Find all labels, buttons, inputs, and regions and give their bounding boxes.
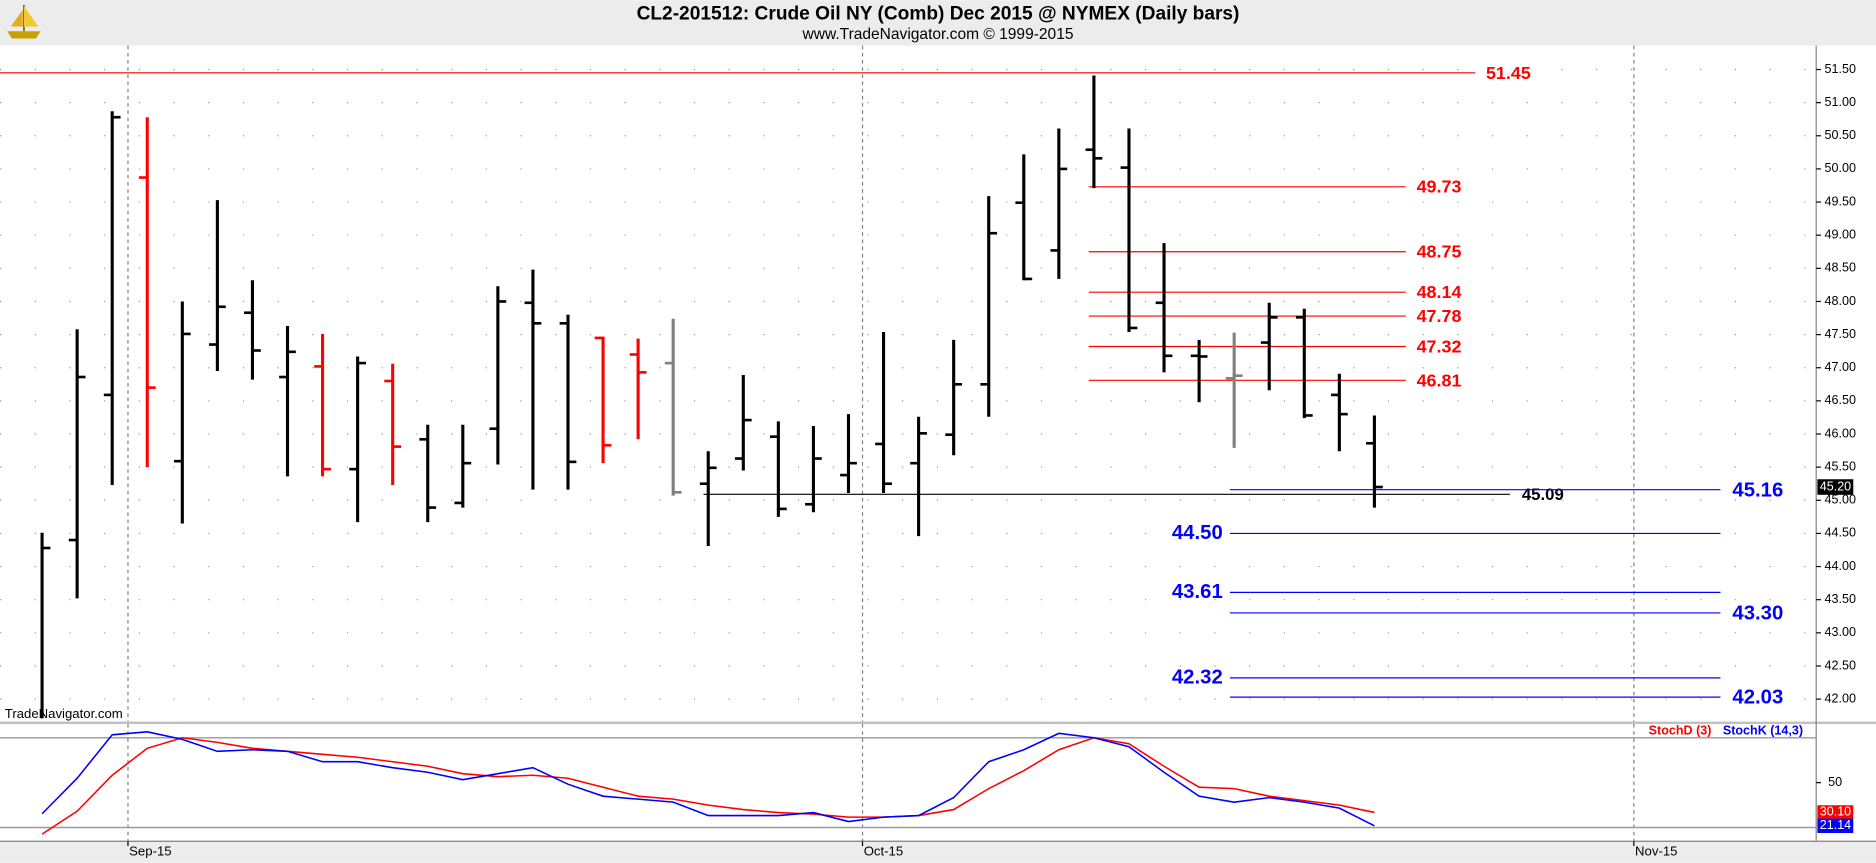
y-tick-label: 45.50: [1825, 459, 1856, 473]
level-label: 47.32: [1417, 336, 1462, 356]
last-value-label: 30.10: [1820, 805, 1851, 819]
y-tick-label: 50.00: [1825, 161, 1856, 175]
legend-entry: StochD (3): [1649, 724, 1712, 738]
level-label: 43.30: [1732, 603, 1783, 625]
last-price-box: [1817, 479, 1854, 495]
y-tick-label: 47.50: [1825, 327, 1856, 341]
level-label: 49.73: [1417, 177, 1462, 197]
last-price-label: 45.20: [1820, 479, 1851, 493]
level-label: 51.45: [1486, 63, 1531, 83]
level-label: 47.78: [1417, 306, 1462, 326]
legend-entry: StochK (14,3): [1723, 724, 1803, 738]
level-label: 48.14: [1417, 282, 1462, 302]
y-tick-label: 46.50: [1825, 393, 1856, 407]
y-tick-label: 51.00: [1825, 95, 1856, 109]
y-tick-label: 42.00: [1825, 691, 1856, 705]
stoch-panel: [0, 724, 1817, 842]
y-tick-label: 50: [1828, 775, 1842, 789]
y-tick-label: 44.50: [1825, 526, 1856, 540]
x-tick-label: Sep-15: [129, 844, 171, 859]
y-tick-label: 51.50: [1825, 62, 1856, 76]
y-tick-label: 47.00: [1825, 360, 1856, 374]
y-tick-label: 50.50: [1825, 128, 1856, 142]
y-tick-label: 44.00: [1825, 559, 1856, 573]
chart-title: CL2-201512: Crude Oil NY (Comb) Dec 2015…: [637, 4, 1240, 25]
last-value-box: [1817, 805, 1854, 820]
level-label: 43.61: [1172, 581, 1223, 603]
level-label: 42.03: [1732, 687, 1783, 709]
level-label: 48.75: [1417, 242, 1462, 262]
watermark: TradeNavigator.com: [5, 706, 123, 721]
stoch-line: [41, 736, 1375, 835]
price-panel: [0, 45, 1817, 722]
y-tick-label: 48.00: [1825, 294, 1856, 308]
stoch-line: [41, 731, 1375, 827]
y-tick-label: 49.50: [1825, 194, 1856, 208]
level-label: 46.81: [1417, 370, 1462, 390]
y-tick-label: 45.00: [1825, 493, 1856, 507]
right-axis: [1816, 45, 1876, 842]
y-tick-label: 49.00: [1825, 228, 1856, 242]
y-tick-label: 43.50: [1825, 592, 1856, 606]
last-value-label: 21.14: [1820, 818, 1851, 832]
y-tick-label: 43.00: [1825, 625, 1856, 639]
level-label: 44.50: [1172, 522, 1223, 544]
level-label: 45.09: [1522, 485, 1564, 504]
level-label: 45.16: [1732, 479, 1783, 501]
y-tick-label: 42.50: [1825, 658, 1856, 672]
level-label: 42.32: [1172, 666, 1223, 688]
y-tick-label: 46.00: [1825, 426, 1856, 440]
x-tick-label: Oct-15: [864, 844, 903, 859]
last-value-box: [1817, 818, 1854, 833]
chart-subtitle: www.TradeNavigator.com © 1999-2015: [802, 26, 1074, 43]
y-tick-label: 48.50: [1825, 261, 1856, 275]
x-tick-label: Nov-15: [1635, 844, 1677, 859]
